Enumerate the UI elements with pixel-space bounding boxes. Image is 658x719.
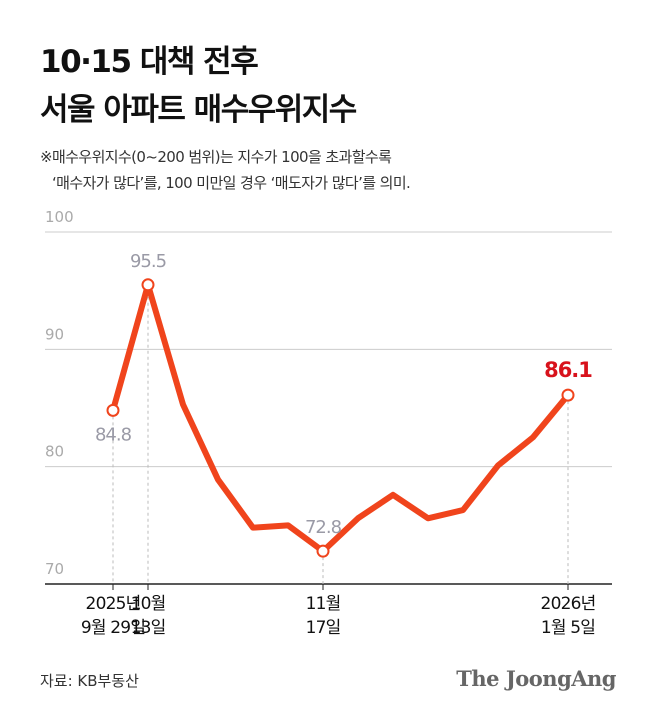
x-tick-label: 2025년 9월 29일 [80, 594, 146, 638]
x-tick-label: 2026년 1월 5일 [540, 594, 597, 638]
logo: The JoongAng [456, 666, 616, 691]
value-label: 86.1 [544, 358, 592, 382]
title: 서울 아파트 매수우위지수 [40, 92, 357, 128]
point [561, 388, 575, 402]
source: 자료: KB부동산 [40, 672, 139, 690]
note: ※매수우위지수(0~200 범위)는 지수가 100을 초과할수록 [40, 148, 392, 166]
y-tick-label: 100 [45, 208, 74, 226]
y-tick-label: 80 [45, 443, 64, 461]
point [141, 278, 155, 292]
value-label: 84.8 [95, 424, 132, 445]
value-label: 72.8 [305, 517, 342, 538]
x-tick-label: 10월 13일 [130, 594, 167, 638]
line [110, 281, 571, 555]
y-tick-label: 70 [45, 560, 64, 578]
note: ‘매수자가 많다’를, 100 미만일 경우 ‘매도자가 많다’를 의미. [52, 174, 411, 192]
point [106, 403, 120, 417]
title: 10·15 대책 전후 [40, 44, 259, 80]
value-label: 95.5 [130, 251, 166, 272]
x-tick-label: 11월 17일 [305, 594, 342, 638]
point [316, 544, 330, 558]
y-tick-label: 90 [45, 325, 64, 343]
